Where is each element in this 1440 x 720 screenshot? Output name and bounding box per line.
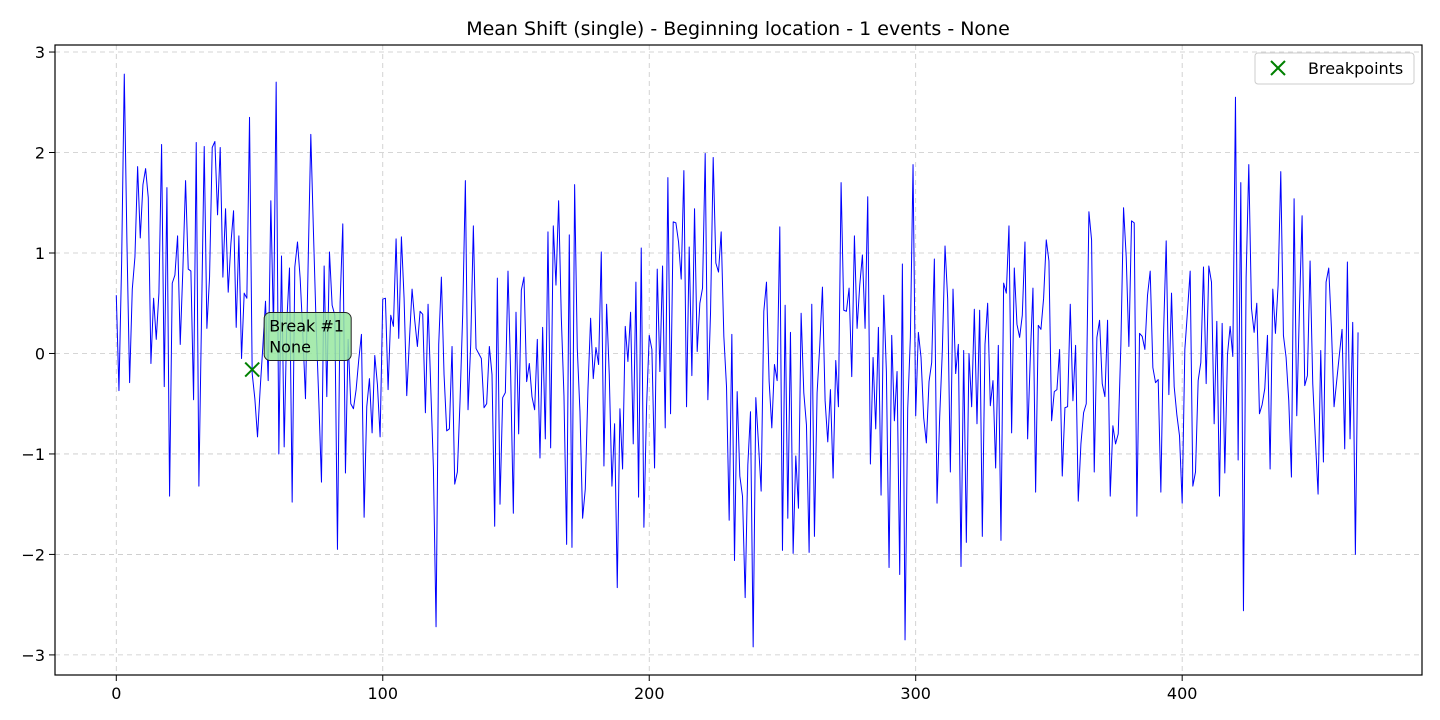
x-tick-label: 300 [900,684,931,703]
legend-label-breakpoints: Breakpoints [1308,59,1403,78]
plot-frame [54,44,1423,676]
y-tick-label: 0 [35,344,45,363]
chart-title: Mean Shift (single) - Beginning location… [466,18,1010,40]
legend-box [1254,52,1415,85]
x-tick-label: 200 [634,684,665,703]
y-tick-label: 3 [35,43,45,62]
breakpoint-marker-x-icon [244,361,260,378]
y-tick-label: −1 [21,445,45,464]
breakpoint-layer: Break #1 None [244,312,352,378]
x-tick-label: 400 [1167,684,1198,703]
y-tick-label: 1 [35,244,45,263]
y-tick-label: −2 [21,545,45,564]
legend: Breakpoints [1254,52,1415,85]
x-tick-label: 100 [367,684,398,703]
axis-ticks: 0 100 200 300 400 −3 −2 −1 0 1 2 3 [21,43,1197,703]
y-tick-label: 2 [35,144,45,163]
breakpoint-annotation-title: Break #1 [269,317,344,336]
breakpoint-annotation-box [263,312,352,362]
legend-marker-x-icon [1270,60,1286,76]
breakpoint-annotation-value: None [269,338,311,357]
y-tick-label: −3 [21,646,45,665]
x-tick-label: 0 [111,684,121,703]
